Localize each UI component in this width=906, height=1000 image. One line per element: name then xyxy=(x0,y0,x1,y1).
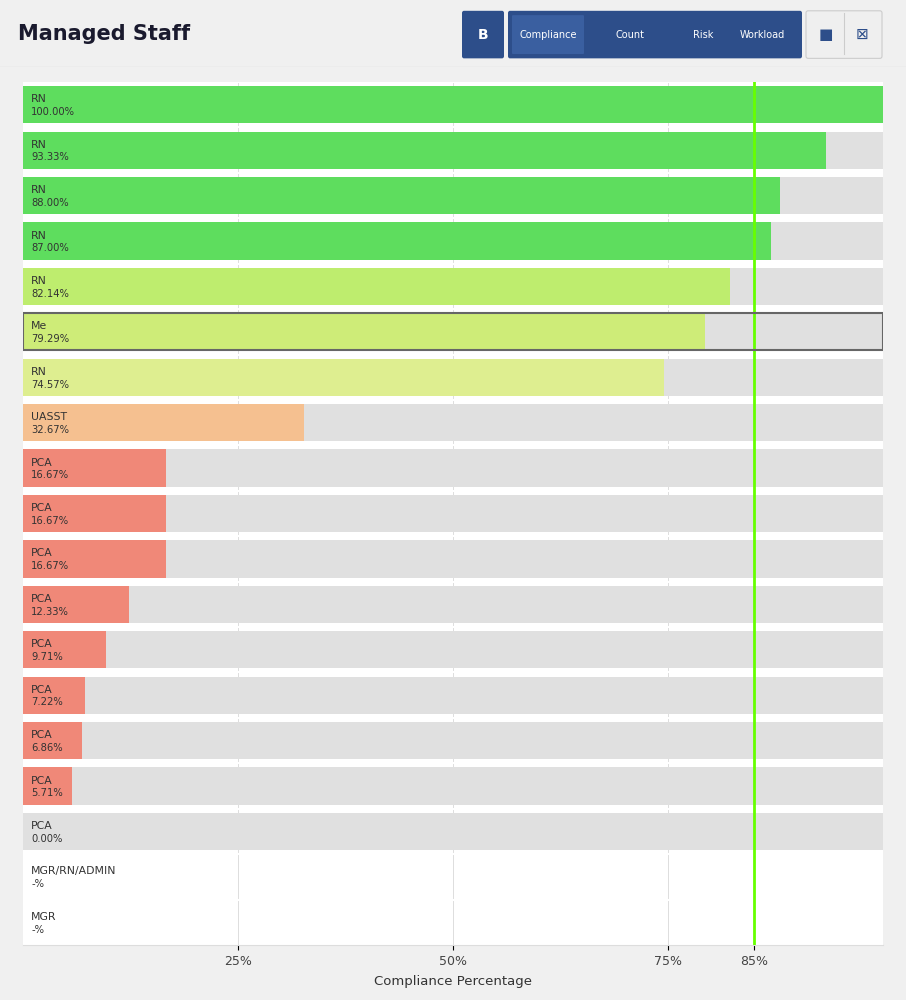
Text: RN: RN xyxy=(31,94,47,104)
Bar xyxy=(23,631,883,668)
Text: 12.33%: 12.33% xyxy=(31,607,69,617)
Text: Me: Me xyxy=(31,321,47,331)
Text: 74.57%: 74.57% xyxy=(31,380,69,390)
Text: 100.00%: 100.00% xyxy=(31,107,75,117)
Bar xyxy=(23,359,883,396)
Bar xyxy=(23,677,85,714)
Text: PCA: PCA xyxy=(31,821,53,831)
Bar xyxy=(23,495,883,532)
Bar xyxy=(23,177,883,214)
Bar xyxy=(23,449,883,487)
Bar xyxy=(23,268,729,305)
Text: MGR/RN/ADMIN: MGR/RN/ADMIN xyxy=(31,866,117,876)
Text: 16.67%: 16.67% xyxy=(31,561,70,571)
Text: 5.71%: 5.71% xyxy=(31,788,63,798)
Bar xyxy=(23,177,780,214)
Bar xyxy=(23,677,883,714)
FancyBboxPatch shape xyxy=(512,15,584,54)
Bar xyxy=(23,132,883,169)
Text: RN: RN xyxy=(31,140,47,150)
Text: RN: RN xyxy=(31,185,47,195)
Text: PCA: PCA xyxy=(31,594,53,604)
Bar xyxy=(23,313,883,350)
Text: B: B xyxy=(477,28,488,42)
Bar xyxy=(23,767,883,805)
Bar xyxy=(23,631,106,668)
Bar xyxy=(23,222,772,260)
Bar xyxy=(23,586,129,623)
Bar xyxy=(23,722,82,759)
Bar xyxy=(23,495,166,532)
Text: Compliance: Compliance xyxy=(519,30,577,40)
Bar xyxy=(23,359,664,396)
Text: 87.00%: 87.00% xyxy=(31,243,69,253)
Bar xyxy=(23,222,883,260)
Text: 16.67%: 16.67% xyxy=(31,516,70,526)
Text: MGR: MGR xyxy=(31,912,57,922)
Text: RN: RN xyxy=(31,367,47,377)
Text: RN: RN xyxy=(31,276,47,286)
Text: -%: -% xyxy=(31,925,44,935)
Text: Managed Staff: Managed Staff xyxy=(18,24,190,44)
Text: -%: -% xyxy=(31,879,44,889)
Text: 32.67%: 32.67% xyxy=(31,425,69,435)
Text: 79.29%: 79.29% xyxy=(31,334,70,344)
Bar xyxy=(23,449,166,487)
Text: 7.22%: 7.22% xyxy=(31,697,63,707)
FancyBboxPatch shape xyxy=(806,11,882,58)
Text: PCA: PCA xyxy=(31,458,53,468)
Text: PCA: PCA xyxy=(31,685,53,695)
Bar xyxy=(23,86,883,123)
Bar xyxy=(23,404,304,441)
FancyBboxPatch shape xyxy=(508,11,802,58)
Bar xyxy=(23,767,72,805)
Text: PCA: PCA xyxy=(31,776,53,786)
Text: PCA: PCA xyxy=(31,503,53,513)
Bar xyxy=(23,313,883,350)
Text: 6.86%: 6.86% xyxy=(31,743,63,753)
Bar xyxy=(23,540,883,578)
Text: UASST: UASST xyxy=(31,412,67,422)
Text: 88.00%: 88.00% xyxy=(31,198,69,208)
Bar xyxy=(23,268,883,305)
Bar xyxy=(23,722,883,759)
Text: Risk: Risk xyxy=(693,30,713,40)
Text: PCA: PCA xyxy=(31,548,53,558)
Bar xyxy=(23,540,166,578)
Bar xyxy=(23,586,883,623)
Text: 0.00%: 0.00% xyxy=(31,834,63,844)
Bar xyxy=(23,813,883,850)
Text: 9.71%: 9.71% xyxy=(31,652,63,662)
Bar xyxy=(23,404,883,441)
Text: RN: RN xyxy=(31,231,47,241)
Text: Count: Count xyxy=(615,30,644,40)
Text: Workload: Workload xyxy=(739,30,785,40)
Text: 82.14%: 82.14% xyxy=(31,289,69,299)
FancyBboxPatch shape xyxy=(462,11,504,58)
Bar xyxy=(23,132,826,169)
X-axis label: Compliance Percentage: Compliance Percentage xyxy=(374,975,532,988)
Text: PCA: PCA xyxy=(31,730,53,740)
Text: ■: ■ xyxy=(819,27,834,42)
Bar xyxy=(23,313,705,350)
Text: PCA: PCA xyxy=(31,639,53,649)
Text: 93.33%: 93.33% xyxy=(31,152,69,162)
Text: ⊠: ⊠ xyxy=(855,27,868,42)
Text: 16.67%: 16.67% xyxy=(31,470,70,480)
Bar xyxy=(23,86,883,123)
